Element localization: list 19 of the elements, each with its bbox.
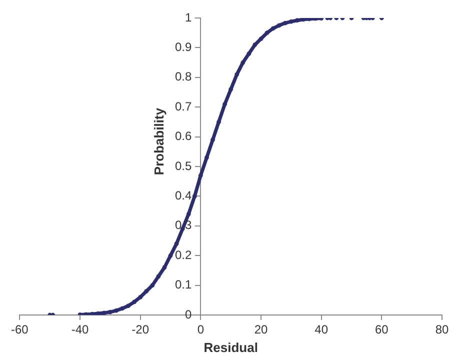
y-tick-label: 0.4 [174,188,192,203]
y-tick-label: 0.9 [174,40,192,54]
y-tick-label: 0.5 [174,158,192,173]
y-tick-label: 0.8 [174,70,192,84]
y-tick-label: 1 [184,10,192,24]
x-axis-title: Residual [204,340,258,355]
y-axis-title: Probability [152,107,167,176]
x-tick-label: 40 [314,322,328,337]
x-tick-label: -40 [71,322,90,337]
x-tick-label: 80 [435,322,449,337]
x-tick-label: -20 [132,322,150,337]
y-tick-label: 0.7 [174,99,192,114]
y-tick-label: 0.1 [174,278,192,292]
x-tick-label: -60 [11,322,29,337]
x-tick-label: 20 [254,322,268,337]
x-tick-label: 0 [197,322,204,337]
y-tick-label: 0.2 [174,248,192,262]
y-tick-label: 0.6 [174,129,192,144]
x-tick-label: 60 [374,322,389,337]
